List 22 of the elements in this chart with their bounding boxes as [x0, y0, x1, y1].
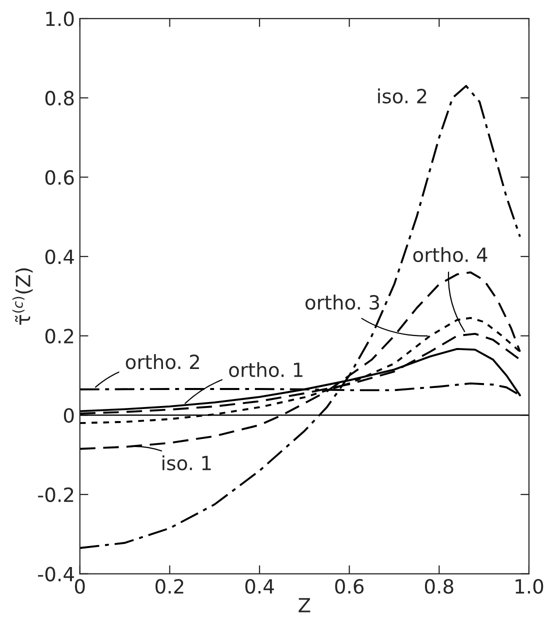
x-tick-label: 0: [74, 579, 85, 594]
y-axis-title: τ̃$^{(c)}$(Z): [12, 268, 33, 325]
annotation: iso. 2: [378, 88, 426, 104]
x-tick-label: 0.4: [245, 579, 274, 594]
x-tick-label: 0.2: [156, 579, 184, 594]
x-tick-label: 0.6: [335, 579, 364, 594]
annotation: iso. 1: [162, 455, 211, 470]
y-tick-label: 0.6: [45, 170, 74, 185]
x-tick-label: 1.0: [516, 579, 544, 594]
x-tick-label: 0.8: [424, 579, 454, 594]
y-tick-label: 0.2: [45, 328, 74, 344]
annotation: ortho. 2: [126, 354, 199, 370]
annotation: ortho. 4: [413, 247, 488, 262]
y-tick-label: 1.0: [46, 11, 74, 26]
annotation: ortho. 1: [229, 362, 302, 378]
y-tick-label: 0.8: [45, 90, 74, 106]
y-tick-label: -0.2: [38, 487, 74, 502]
y-tick-label: 0: [64, 408, 74, 423]
annotation: ortho. 3: [306, 294, 379, 310]
y-tick-label: 0.4: [45, 249, 74, 264]
x-axis-title: Z: [298, 598, 310, 612]
y-tick-label: -0.4: [38, 566, 74, 582]
